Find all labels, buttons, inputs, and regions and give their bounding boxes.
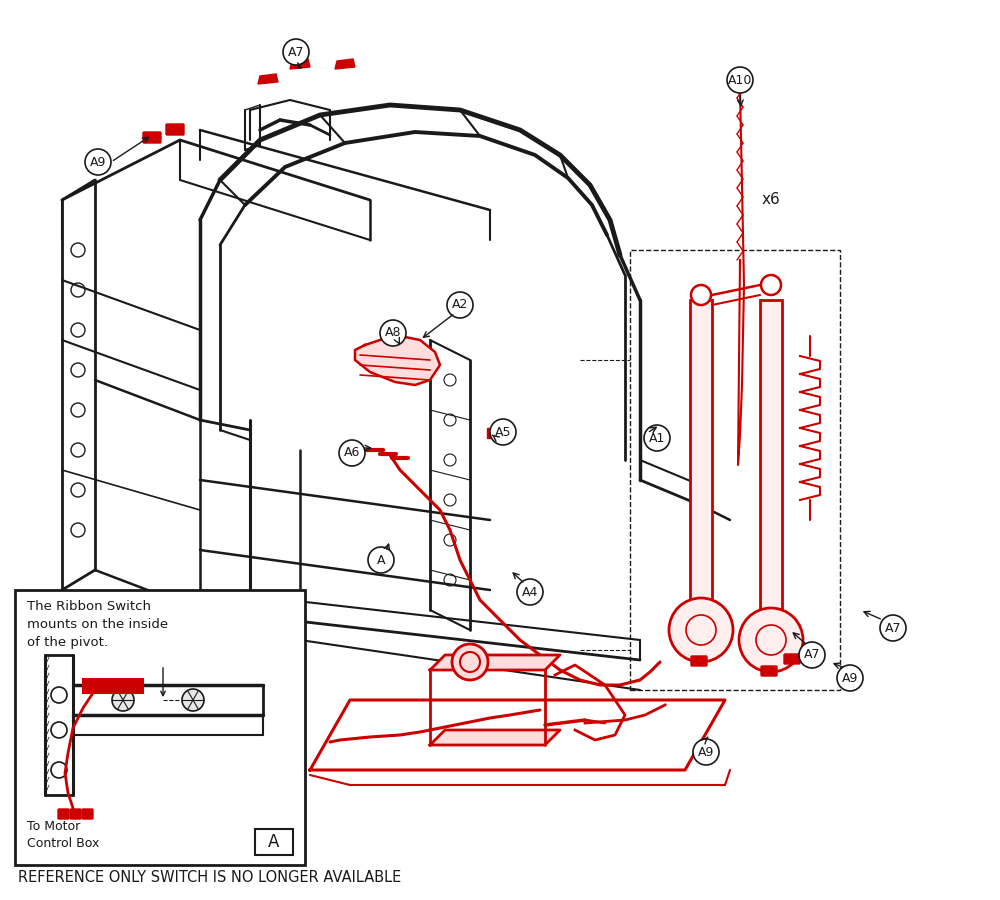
Polygon shape (258, 74, 278, 84)
Text: A7: A7 (288, 46, 304, 58)
Circle shape (837, 665, 863, 691)
Circle shape (693, 739, 719, 765)
Circle shape (669, 598, 733, 662)
Circle shape (447, 292, 473, 318)
Text: A: A (377, 554, 385, 566)
Polygon shape (290, 59, 310, 69)
Text: A9: A9 (698, 745, 714, 759)
Bar (690, 300, 712, 605)
Circle shape (799, 642, 825, 668)
Circle shape (739, 608, 803, 672)
Circle shape (727, 67, 753, 93)
Text: A9: A9 (90, 156, 106, 168)
Circle shape (517, 579, 543, 605)
FancyBboxPatch shape (166, 124, 184, 135)
Text: A10: A10 (728, 74, 752, 86)
Bar (255, 829, 293, 855)
Text: A: A (268, 833, 280, 851)
FancyBboxPatch shape (82, 809, 93, 819)
Text: REFERENCE ONLY SWITCH IS NO LONGER AVAILABLE: REFERENCE ONLY SWITCH IS NO LONGER AVAIL… (18, 870, 401, 885)
Bar (15, 590, 305, 865)
Circle shape (339, 440, 365, 466)
Bar (760, 300, 782, 615)
Text: A1: A1 (649, 431, 665, 445)
FancyBboxPatch shape (761, 666, 777, 676)
Polygon shape (430, 730, 560, 745)
Text: To Motor
Control Box: To Motor Control Box (27, 820, 99, 850)
Text: x6: x6 (762, 193, 781, 208)
Text: A6: A6 (344, 446, 360, 460)
FancyBboxPatch shape (143, 132, 161, 143)
Polygon shape (335, 59, 355, 69)
Text: The Ribbon Switch: The Ribbon Switch (27, 600, 151, 613)
Text: A2: A2 (452, 299, 468, 311)
Text: of the pivot.: of the pivot. (27, 636, 108, 649)
Circle shape (644, 425, 670, 451)
Circle shape (380, 320, 406, 346)
Circle shape (85, 149, 111, 175)
Text: A9: A9 (842, 671, 858, 685)
Polygon shape (430, 655, 560, 670)
Polygon shape (355, 335, 440, 385)
Text: mounts on the inside: mounts on the inside (27, 618, 168, 631)
FancyBboxPatch shape (691, 656, 707, 666)
Circle shape (283, 39, 309, 65)
Text: A8: A8 (385, 327, 401, 339)
FancyBboxPatch shape (58, 809, 69, 819)
Text: A5: A5 (495, 426, 511, 438)
Circle shape (112, 689, 134, 711)
Circle shape (880, 615, 906, 641)
Circle shape (182, 689, 204, 711)
Circle shape (490, 419, 516, 445)
Text: A4: A4 (522, 586, 538, 598)
Circle shape (761, 275, 781, 295)
FancyBboxPatch shape (784, 654, 800, 664)
Text: A7: A7 (885, 622, 901, 634)
Text: A7: A7 (804, 649, 820, 662)
Bar (83, 679, 143, 693)
Bar (630, 250, 840, 690)
Circle shape (368, 547, 394, 573)
Circle shape (452, 644, 488, 680)
Circle shape (691, 285, 711, 305)
Bar (487, 428, 495, 438)
FancyBboxPatch shape (70, 809, 81, 819)
